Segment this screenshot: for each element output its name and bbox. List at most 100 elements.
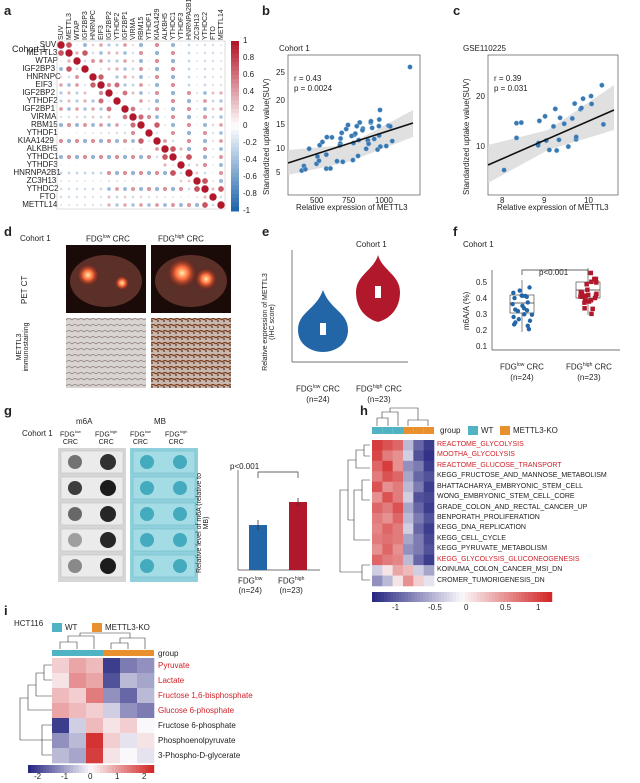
a-cell-dot: [131, 195, 135, 199]
a-cell-dot: [180, 156, 182, 158]
a-cell-dot: [202, 202, 208, 208]
i-scale-step: [76, 765, 80, 773]
h-scale-step: [387, 592, 391, 602]
a-cell-dot: [139, 59, 143, 63]
i-cell: [137, 688, 155, 704]
a-cell-dot: [99, 43, 103, 47]
h-cell: [372, 460, 383, 472]
scatter-point: [578, 105, 585, 111]
f-ylabel: m6A/A (%): [462, 291, 471, 330]
x-tick-label: 8: [500, 196, 505, 205]
h-dendro-left-lines: [339, 444, 370, 581]
e-violin-plot: [291, 250, 408, 363]
a-colorbar-step: [231, 66, 239, 72]
a-cell-dot: [75, 187, 79, 191]
a-cell-dot: [211, 179, 215, 183]
i-row-label: Lactate: [158, 676, 185, 685]
a-cell-dot: [164, 108, 166, 110]
a-col-label: IGF2BP3: [82, 11, 89, 40]
a-cell-dot: [187, 187, 191, 191]
a-cell-dot: [122, 138, 128, 144]
y-tick-label: 20: [276, 96, 285, 105]
f-high-point: [589, 311, 594, 317]
i-scale-step: [49, 765, 53, 773]
scatter-point: [369, 125, 375, 131]
a-cell-dot: [179, 203, 183, 207]
f-high-point: [592, 276, 597, 282]
a-cell-dot: [129, 113, 137, 121]
i-scale-step: [28, 765, 32, 773]
a-cell-dot: [218, 170, 224, 176]
i-row-label: Pyruvate: [158, 661, 190, 670]
a-cell-dot: [59, 179, 63, 183]
i-cell: [52, 688, 70, 704]
a-col-label: HNRNPC: [90, 10, 97, 40]
a-cell-dot: [203, 83, 207, 87]
a-cell-dot: [170, 130, 176, 136]
a-cell-dot: [194, 186, 200, 192]
a-col-label: WTAP: [74, 20, 81, 40]
scatter-point: [387, 123, 393, 130]
i-cell: [69, 673, 87, 689]
i-cell: [103, 658, 121, 674]
a-cell-dot: [147, 91, 151, 95]
regression-line: [487, 109, 615, 166]
i-cell: [69, 703, 87, 719]
h-cell: [413, 450, 424, 462]
h-cell: [392, 450, 404, 462]
h-cell: [392, 565, 404, 576]
panel-letter-e: e: [262, 224, 270, 239]
h-scale-step: [525, 592, 529, 602]
a-colorbar: [231, 41, 239, 212]
a-cell-dot: [219, 107, 223, 111]
a-cell-dot: [188, 196, 190, 198]
panel-letter-b: b: [262, 3, 270, 18]
a-cell-dot: [187, 83, 191, 87]
a-colorbar-step: [231, 155, 239, 161]
f-low-point: [512, 295, 517, 301]
i-cell: [86, 733, 104, 749]
a-cell-dot: [170, 42, 176, 48]
i-row-label: Fructose 6-phosphate: [158, 721, 236, 730]
a-cell-dot: [123, 131, 127, 135]
a-cell-dot: [131, 139, 135, 143]
a-cell-dot: [75, 91, 79, 95]
h-cell: [372, 533, 383, 545]
a-cell-dot: [201, 185, 209, 193]
a-cell-dot: [163, 203, 167, 207]
a-cell-dot: [66, 42, 72, 48]
h-group-cell: [392, 427, 403, 434]
a-colorbar-step: [231, 164, 239, 169]
a-cell-dot: [186, 98, 192, 104]
h-cell: [382, 513, 393, 524]
h-color-scale: [372, 592, 553, 602]
f-low-point: [516, 317, 522, 322]
scatter-point: [580, 96, 586, 102]
g-bar-chart: [237, 470, 320, 571]
a-col-label: SUV: [58, 25, 65, 40]
a-cell-dot: [59, 203, 63, 207]
h-cell: [392, 533, 404, 545]
a-cell-dot: [148, 76, 150, 78]
i-cell: [52, 673, 70, 689]
h-cell: [423, 440, 435, 451]
scatter-point: [599, 82, 605, 88]
scatter-point: [552, 106, 558, 112]
a-col-label: YTHDF3: [178, 12, 185, 40]
a-cell-dot: [186, 114, 192, 120]
h-cell: [413, 502, 424, 514]
a-cell-dot: [59, 67, 63, 71]
a-cell-dot: [211, 59, 215, 63]
a-cell-dot: [211, 43, 215, 47]
scatter-point: [334, 158, 340, 164]
a-cell-dot: [164, 132, 166, 134]
a-colorbar-step: [231, 58, 239, 63]
a-cell-dot: [107, 203, 111, 207]
g-dot-mb-low: [140, 559, 154, 573]
a-colorbar-step: [231, 49, 239, 55]
a-cell-dot: [106, 82, 112, 88]
a-cell-dot: [59, 171, 63, 175]
a-cell-dot: [187, 59, 191, 63]
i-scale-step: [145, 765, 149, 773]
a-cell-dot: [219, 123, 223, 127]
